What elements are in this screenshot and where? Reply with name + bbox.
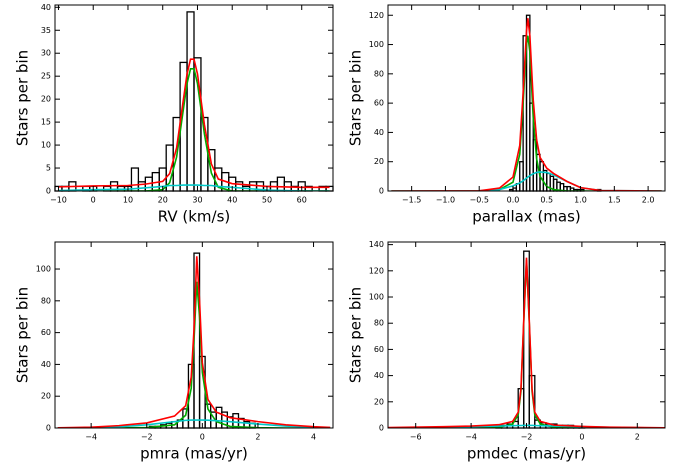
panel: −1.5 −1.0 −0.5 0.0 0.5 1.0 1.5 2.0 0 20 40 60 80 100 1… xyxy=(347,4,666,226)
y-tick-label: 10 xyxy=(41,141,51,150)
x-tick-label: 2 xyxy=(635,433,640,442)
y-tick-label: 80 xyxy=(374,69,384,78)
x-tick-label: −10 xyxy=(50,196,67,205)
x-tick-label: 10 xyxy=(123,196,133,205)
plot-frame xyxy=(54,4,334,192)
histogram-bin xyxy=(215,406,223,429)
x-axis-label: pmdec (mas/yr) xyxy=(467,445,586,463)
y-tick-label: 100 xyxy=(369,40,384,49)
x-tick-label: 0 xyxy=(579,433,584,442)
x-tick-label: −1.5 xyxy=(402,196,421,205)
fit-curve xyxy=(57,419,331,428)
x-tick-label: −1.0 xyxy=(436,196,455,205)
x-tick-label: 2 xyxy=(255,433,260,442)
x-tick-label: 20 xyxy=(158,196,168,205)
fit-curve xyxy=(391,18,662,191)
y-tick-label: 100 xyxy=(36,265,51,274)
y-tick-label: 5 xyxy=(46,164,51,173)
y-tick-label: 40 xyxy=(374,371,384,380)
y-axis-label: Stars per bin xyxy=(347,287,365,383)
histogram-bin xyxy=(235,181,244,192)
fit-curve xyxy=(58,68,330,191)
x-tick-label: 30 xyxy=(192,196,202,205)
y-tick-label: 35 xyxy=(41,26,51,35)
y-tick-label: 100 xyxy=(369,293,384,302)
x-axis-label: pmra (mas/yr) xyxy=(140,445,248,463)
x-tick-label: −6 xyxy=(410,433,422,442)
x-tick-label: 1.5 xyxy=(608,196,621,205)
y-tick-label: 60 xyxy=(374,99,384,108)
y-tick-label: 140 xyxy=(369,240,384,249)
y-tick-label: 20 xyxy=(41,95,51,104)
x-tick-label: −2 xyxy=(141,433,153,442)
x-tick-label: 50 xyxy=(262,196,272,205)
x-tick-label: 1.0 xyxy=(574,196,587,205)
x-tick-label: −2 xyxy=(521,433,533,442)
y-axis-label: Stars per bin xyxy=(14,50,32,146)
y-tick-label: 120 xyxy=(369,11,384,20)
x-tick-label: 0.0 xyxy=(507,196,520,205)
y-tick-label: 0 xyxy=(46,187,51,196)
x-tick-label: 60 xyxy=(297,196,307,205)
y-tick-label: 20 xyxy=(41,392,51,401)
x-tick-label: −4 xyxy=(465,433,477,442)
y-axis-label: Stars per bin xyxy=(347,50,365,146)
fit-curve xyxy=(58,58,330,189)
plot-frame xyxy=(387,4,666,192)
y-tick-label: 25 xyxy=(41,72,51,81)
fit-curve xyxy=(57,256,331,428)
x-tick-label: 40 xyxy=(227,196,237,205)
y-axis-label: Stars per bin xyxy=(14,287,32,383)
x-tick-label: 0.5 xyxy=(540,196,553,205)
y-tick-label: 0 xyxy=(379,187,384,196)
x-axis-label: RV (km/s) xyxy=(158,208,231,226)
x-tick-label: 0 xyxy=(200,433,205,442)
y-tick-label: 60 xyxy=(374,345,384,354)
y-tick-label: 40 xyxy=(41,3,51,12)
y-tick-label: 20 xyxy=(374,397,384,406)
y-tick-label: 15 xyxy=(41,118,51,127)
histogram-bin xyxy=(186,11,195,192)
x-tick-label: −0.5 xyxy=(469,196,488,205)
fit-curve xyxy=(388,257,665,428)
y-tick-label: 40 xyxy=(41,360,51,369)
y-tick-label: 40 xyxy=(374,128,384,137)
x-tick-label: 4 xyxy=(311,433,316,442)
y-tick-label: 30 xyxy=(41,49,51,58)
fit-curve xyxy=(391,35,662,191)
y-tick-label: 20 xyxy=(374,157,384,166)
y-tick-label: 120 xyxy=(369,266,384,275)
x-tick-label: 2.0 xyxy=(642,196,655,205)
histogram-bin xyxy=(137,181,146,192)
y-tick-label: 60 xyxy=(41,328,51,337)
histogram-bin xyxy=(130,167,140,192)
x-tick-label: 0 xyxy=(91,196,96,205)
plot-frame xyxy=(54,241,334,429)
y-tick-label: 0 xyxy=(46,424,51,433)
y-tick-label: 0 xyxy=(379,424,384,433)
x-axis-label: parallax (mas) xyxy=(472,208,581,226)
y-tick-label: 80 xyxy=(41,296,51,305)
x-tick-label: −4 xyxy=(85,433,97,442)
histogram-bin xyxy=(276,176,285,192)
fit-curve xyxy=(388,260,665,428)
y-tick-label: 80 xyxy=(374,319,384,328)
